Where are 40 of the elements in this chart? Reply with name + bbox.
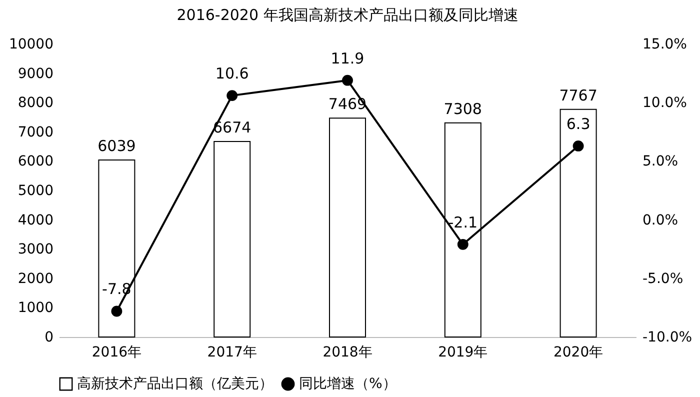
bar [329,118,366,338]
data-label: 6.3 [566,114,590,133]
y-tick-label: 5000 [18,183,54,199]
legend-label: 同比增速（%） [299,376,396,392]
y-tick-label: 3000 [18,242,54,258]
y2-tick-label: -10.0% [642,330,692,346]
x-tick-label: 2016年 [92,344,142,360]
data-label: 7469 [328,95,367,114]
chart-title: 2016-2020 年我国高新技术产品出口额及同比增速 [176,6,518,24]
y-tick-label: 8000 [18,95,54,112]
y-tick-label: 7000 [18,124,54,140]
data-label: 6039 [98,137,136,156]
bar [214,140,251,338]
y2-tick-label: -5.0% [642,270,684,287]
point [457,238,468,250]
data-label: 7308 [444,100,482,118]
y-tick-label: 9000 [18,66,54,82]
y-tick-label: 10000 [8,36,54,52]
y-tick-label: 2000 [18,270,54,287]
x-tick-label: 2020年 [553,344,604,360]
point [111,306,122,317]
y-tick-label: 1000 [18,300,54,316]
data-label: 7767 [559,86,598,104]
data-label: -2.1 [448,213,478,232]
y2-tick-label: 0.0% [642,212,678,228]
y2-tick-label: 10.0% [642,95,687,112]
x-tick-label: 2017年 [207,344,257,360]
point [342,74,353,86]
y-tick-label: 6000 [18,154,54,170]
data-label: 10.6 [215,64,249,83]
y-tick-label: 4000 [18,212,54,228]
x-tick-label: 2018年 [322,344,372,360]
y-tick-label: 0 [44,330,54,346]
point [226,90,238,102]
point [572,140,584,152]
x-tick-label: 2019年 [438,344,488,360]
y2-tick-label: 5.0% [642,154,678,170]
legend-label: 高新技术产品出口额（亿美元） [77,376,273,392]
y2-tick-label: 15.0% [642,36,687,52]
data-label: 11.9 [330,49,364,68]
